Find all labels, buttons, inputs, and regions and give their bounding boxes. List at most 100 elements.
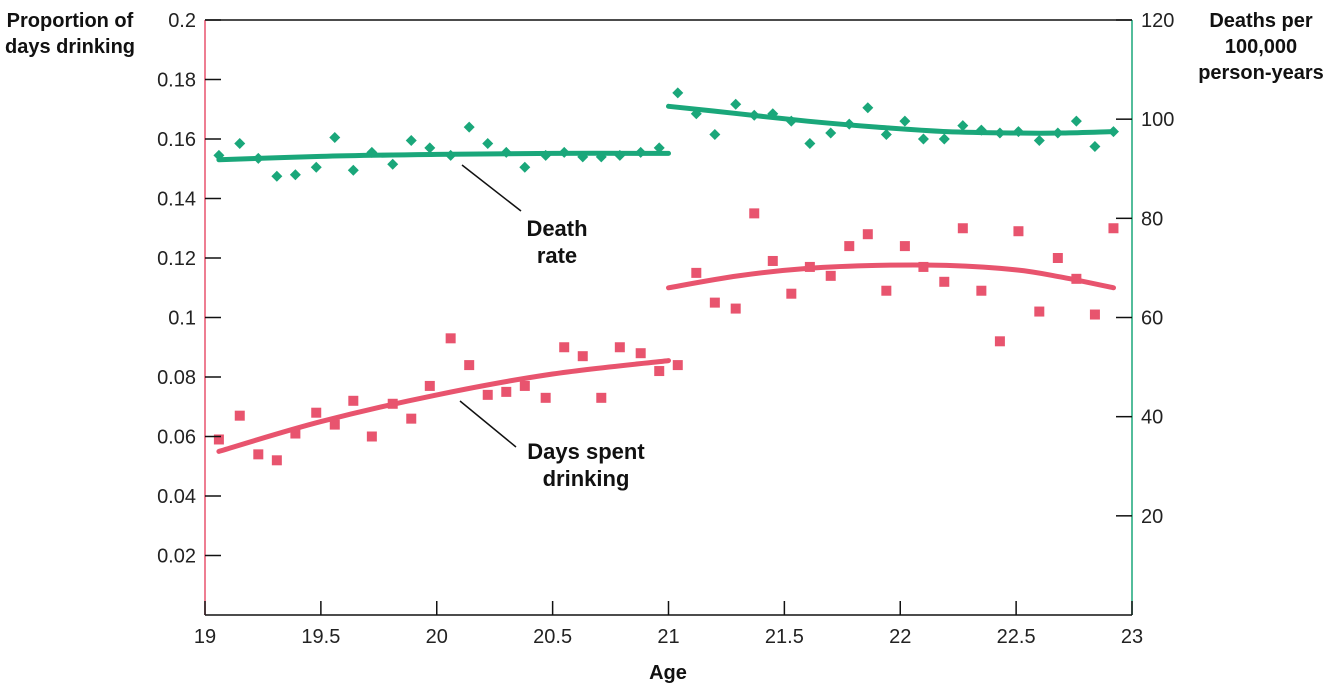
days-point [329,419,340,430]
death-rate-annotation: rate [537,243,577,268]
death-point [690,108,702,120]
days-point [957,223,968,234]
days-point [844,241,855,252]
x-tick-label: 19 [194,626,216,648]
death-point [519,161,531,173]
y-right-tick-label: 20 [1141,506,1163,528]
death-rate-leader-line [461,164,522,212]
death-point [445,149,457,161]
x-tick-label: 20 [426,626,448,648]
days-point [271,455,282,466]
days-point [519,380,530,391]
death-point [1052,127,1064,139]
y-left-tick-label: 0.12 [157,248,196,270]
y-right-tick-label: 120 [1141,10,1174,32]
death-point [252,152,264,164]
death-point [1089,140,1101,152]
days-point [540,392,551,403]
days-point [387,398,398,409]
days-point [709,297,720,308]
death-point [558,146,570,158]
days-point [994,336,1005,347]
days-point [1089,309,1100,320]
death-point [213,149,225,161]
death-point [672,87,684,99]
days-point [559,342,570,353]
death-point [366,146,378,158]
death-point [653,142,665,154]
days-point [213,434,224,445]
death-point [234,137,246,149]
days-drinking-annotation: drinking [543,466,630,491]
death-rate-annotation: Death [526,216,587,241]
y-right-axis-title: Deaths per [1209,10,1313,32]
days-point [730,303,741,314]
y-left-tick-label: 0.14 [157,189,196,211]
death-fit-line-2 [216,150,671,163]
death-point [595,151,607,163]
death-point [289,169,301,181]
days-point [1108,223,1119,234]
death-point [540,149,552,161]
death-point [748,109,760,121]
days-point [234,410,245,421]
y-left-tick-label: 0.08 [157,367,196,389]
death-point [387,158,399,170]
death-point [957,120,969,132]
y-right-axis-title: person-years [1198,62,1324,84]
days-point [445,333,456,344]
death-point [994,127,1006,139]
death-point [424,142,436,154]
death-point [463,121,475,133]
days-fit-line-1 [666,262,1116,291]
x-tick-label: 22 [889,626,911,648]
days-point [804,261,815,272]
days-point [767,255,778,266]
days-fit-line-0 [216,358,671,454]
days-point [406,413,417,424]
days-point [918,261,929,272]
days-point [501,386,512,397]
y-left-axis-title: Proportion of [7,10,134,32]
data-points [213,87,1119,466]
days-point [749,208,760,219]
days-point [424,380,435,391]
days-point [691,267,702,278]
x-axis-title: Age [649,662,687,684]
death-point [843,118,855,130]
death-point [635,146,647,158]
days-point [786,288,797,299]
days-point [596,392,607,403]
death-point [709,129,721,141]
y-right-tick-label: 100 [1141,109,1174,131]
days-point [672,360,683,371]
days-point [899,241,910,252]
death-point [825,127,837,139]
x-tick-label: 23 [1121,626,1143,648]
days-point [464,360,475,371]
y-left-tick-label: 0.06 [157,427,196,449]
death-point [1070,115,1082,127]
death-point [347,164,359,176]
death-point [329,132,341,144]
death-point [1107,126,1119,138]
days-point [939,276,950,287]
days-point [1071,273,1082,284]
death-point [405,134,417,146]
death-point [1012,126,1024,138]
death-point [785,115,797,127]
days-point [862,229,873,240]
days-point [1052,253,1063,263]
y-right-axis-title: 100,000 [1225,36,1297,58]
death-point [1033,134,1045,146]
days-point [976,285,987,296]
death-point [271,170,283,182]
death-point [614,149,626,161]
y-left-tick-label: 0.2 [168,10,196,32]
death-point [975,124,987,136]
death-point [730,98,742,110]
death-point [482,137,494,149]
days-drinking-annotation: Days spent [527,439,645,464]
death-point [500,146,512,158]
x-tick-label: 20.5 [533,626,572,648]
